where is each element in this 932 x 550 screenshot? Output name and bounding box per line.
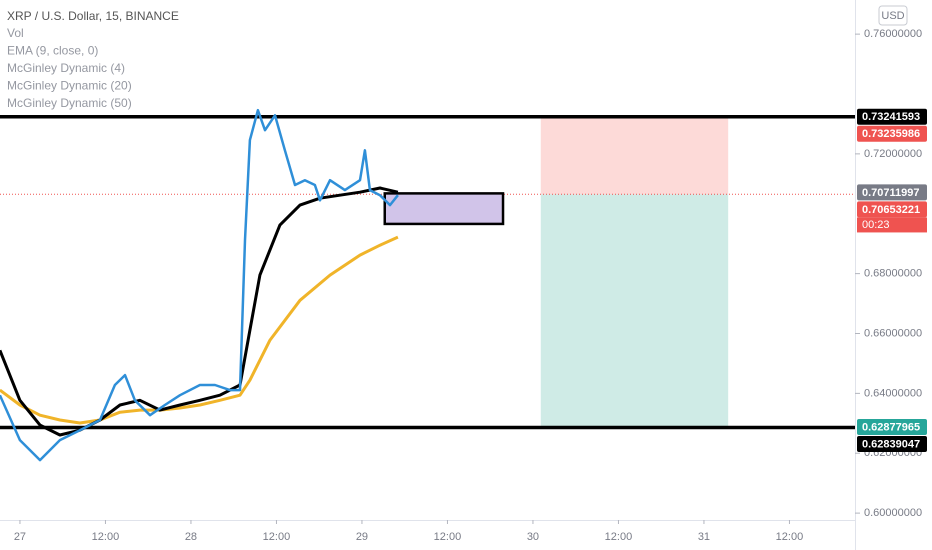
y-tick-label: 0.76000000	[864, 28, 922, 40]
price-marker	[857, 201, 927, 218]
legend-entry: McGinley Dynamic (4)	[7, 61, 125, 75]
price-marker	[857, 418, 927, 435]
indicator-line	[0, 108, 399, 462]
target-zone	[540, 194, 729, 427]
x-tick-label: 12:00	[776, 531, 804, 543]
legend-entry: EMA (9, close, 0)	[7, 44, 98, 58]
y-tick-label: 0.72000000	[864, 148, 922, 160]
y-tick-label: 0.64000000	[864, 387, 922, 399]
countdown-box	[857, 217, 927, 233]
indicator-line	[0, 186, 399, 437]
chart-title: XRP / U.S. Dollar, 15, BINANCE	[7, 9, 179, 23]
x-tick-label: 12:00	[605, 531, 633, 543]
price-marker-label: 0.62877965	[862, 421, 920, 433]
price-marker	[857, 435, 927, 452]
legend-entry: McGinley Dynamic (50)	[7, 96, 132, 110]
y-tick-label: 0.68000000	[864, 268, 922, 280]
zone-box	[383, 192, 505, 226]
price-marker-label: 0.70653221	[862, 204, 920, 216]
legend-entry: McGinley Dynamic (20)	[7, 79, 132, 93]
currency-button[interactable]	[878, 5, 908, 26]
countdown-label: 00:23	[862, 219, 890, 231]
y-tick-label: 0.60000000	[864, 507, 922, 519]
price-marker	[857, 184, 927, 201]
x-tick-label: 27	[14, 531, 26, 543]
x-tick-label: 28	[185, 531, 197, 543]
price-marker-label: 0.70711997	[862, 187, 920, 199]
price-marker-label: 0.73235986	[862, 128, 920, 140]
x-tick-label: 30	[527, 531, 539, 543]
x-tick-label: 12:00	[92, 531, 120, 543]
x-tick-label: 12:00	[263, 531, 291, 543]
indicator-line	[0, 235, 399, 425]
currency-label: USD	[881, 10, 904, 22]
legend-entry: Vol	[7, 26, 24, 40]
x-tick-label: 29	[356, 531, 368, 543]
price-marker	[857, 108, 927, 125]
price-marker-label: 0.62839047	[862, 438, 920, 450]
stop-zone	[540, 116, 729, 195]
price-marker-label: 0.73241593	[862, 111, 920, 123]
y-tick-label: 0.66000000	[864, 327, 922, 339]
price-marker	[857, 125, 927, 142]
x-tick-label: 31	[698, 531, 710, 543]
x-tick-label: 12:00	[434, 531, 462, 543]
